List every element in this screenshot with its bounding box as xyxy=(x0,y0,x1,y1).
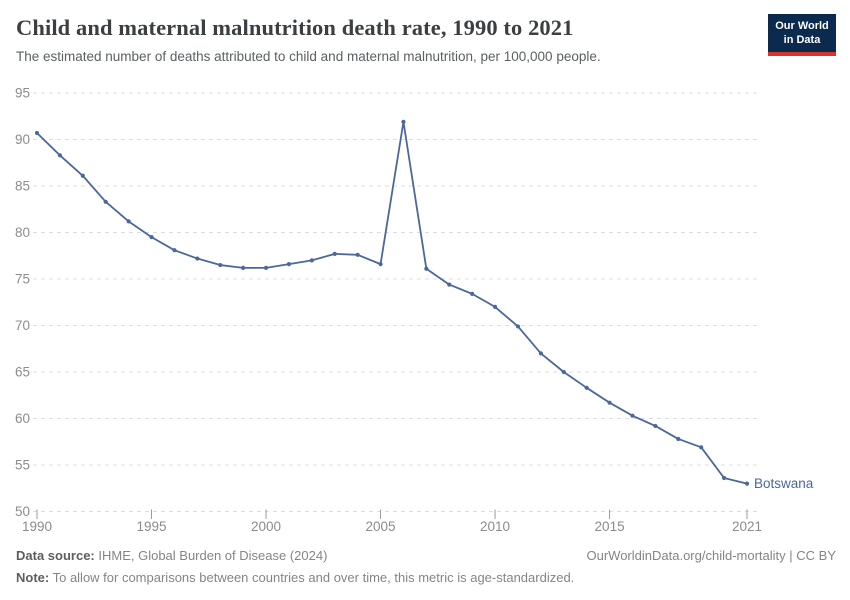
owid-logo-accent-bar xyxy=(768,52,836,56)
data-point xyxy=(538,351,543,356)
data-point xyxy=(470,291,475,296)
y-tick-label: 90 xyxy=(15,132,30,147)
owid-logo-line2: in Data xyxy=(783,34,821,46)
owid-logo-line1: Our World xyxy=(775,19,829,32)
data-point xyxy=(653,423,658,429)
y-tick-label: 65 xyxy=(15,365,30,380)
x-tick-label: 2015 xyxy=(595,519,625,534)
owid-url-link[interactable]: OurWorldinData.org/child-mortality | CC … xyxy=(586,548,837,563)
series-line xyxy=(36,120,748,485)
data-point xyxy=(126,219,131,224)
chart-subtitle: The estimated number of deaths attribute… xyxy=(16,49,601,65)
y-tick-label: 55 xyxy=(15,458,30,473)
data-point xyxy=(241,265,246,270)
data-source-text: Data source: IHME, Global Burden of Dise… xyxy=(16,545,327,567)
line-chart: 50 55 60 65 70 75 80 85 90 95 1990 1995 2000 2005 2010… xyxy=(15,86,814,535)
owid-logo[interactable]: Our World in Data xyxy=(768,14,836,56)
data-point xyxy=(378,262,383,267)
data-point xyxy=(332,251,337,256)
data-point xyxy=(218,262,223,268)
data-point xyxy=(699,445,704,450)
chart-header: Child and maternal malnutrition death ra… xyxy=(16,14,746,64)
y-tick-label: 95 xyxy=(15,86,30,101)
data-point xyxy=(401,119,406,124)
data-point xyxy=(355,252,360,257)
data-point xyxy=(630,413,635,418)
chart-footer: Data source: IHME, Global Burden of Dise… xyxy=(16,545,836,589)
data-point xyxy=(561,369,566,375)
y-tick-label: 80 xyxy=(15,225,30,240)
data-point xyxy=(607,400,612,405)
data-point xyxy=(103,199,108,204)
data-point xyxy=(424,266,429,271)
data-point xyxy=(286,262,292,267)
note-label: Note: xyxy=(16,570,50,585)
x-tick-label: 2005 xyxy=(366,519,396,534)
data-point xyxy=(676,436,681,442)
data-point xyxy=(57,153,63,158)
x-tick-label: 1990 xyxy=(22,519,52,534)
data-point xyxy=(34,130,40,136)
y-tick-label: 50 xyxy=(15,504,30,519)
data-point xyxy=(172,248,177,253)
x-tick-label: 2000 xyxy=(251,519,281,534)
chart-title: Child and maternal malnutrition death ra… xyxy=(16,15,574,40)
x-tick-label: 1995 xyxy=(136,519,166,534)
data-point xyxy=(309,258,314,263)
data-point xyxy=(721,475,727,481)
data-point xyxy=(80,173,85,178)
data-source-label: Data source: xyxy=(16,548,95,563)
y-tick-label: 60 xyxy=(15,411,30,426)
y-tick-label: 70 xyxy=(15,318,30,333)
data-point xyxy=(149,235,154,240)
x-tick-label: 2021 xyxy=(732,519,762,534)
data-source-value: IHME, Global Burden of Disease (2024) xyxy=(94,548,328,563)
series-end-label: Botswana xyxy=(754,476,814,491)
y-tick-label: 75 xyxy=(15,272,30,287)
data-point xyxy=(263,265,269,270)
data-point xyxy=(584,385,589,390)
data-point xyxy=(492,304,498,309)
data-point xyxy=(515,324,521,329)
y-tick-label: 85 xyxy=(15,179,30,194)
data-point xyxy=(195,256,200,261)
x-tick-label: 2010 xyxy=(480,519,510,534)
data-point xyxy=(744,481,750,486)
owid-logo-box: Our World in Data xyxy=(768,14,836,52)
note-text: Note: To allow for comparisons between c… xyxy=(16,570,574,585)
note-value: To allow for comparisons between countri… xyxy=(49,570,575,585)
data-point xyxy=(447,282,452,287)
